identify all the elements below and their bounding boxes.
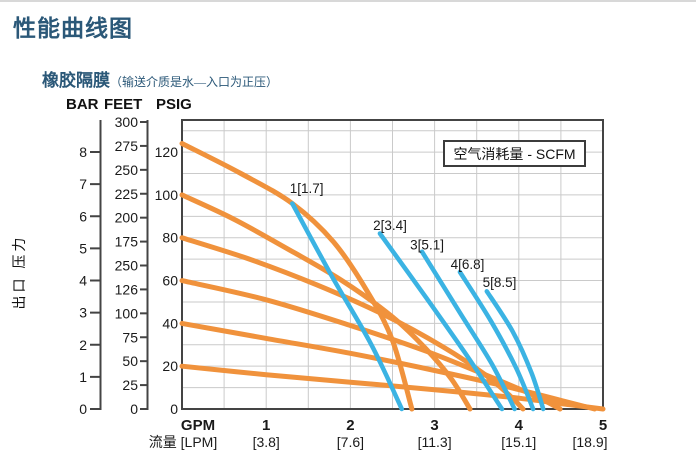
- gpm-axis-label: GPM: [181, 417, 215, 434]
- feet-tick-label: 25: [122, 377, 138, 393]
- feet-tick-label: 250: [115, 162, 139, 178]
- psig-tick-label: 20: [162, 358, 178, 374]
- gpm-tick-label: 5: [599, 417, 607, 434]
- feet-tick-label: 225: [115, 186, 139, 202]
- bar-tick-label: 1: [79, 369, 87, 385]
- bar-axis-header: BAR: [66, 96, 99, 113]
- feet-tick-label: 0: [130, 401, 138, 417]
- bar-tick-label: 7: [79, 176, 87, 192]
- feet-tick-label: 250: [115, 258, 139, 274]
- air-consumption-3-scfm-label: 3[5.1]: [410, 238, 444, 253]
- bar-tick-label: 3: [79, 305, 87, 321]
- air-consumption-4-scfm: [457, 269, 536, 412]
- lpm-axis-label: 流量 [LPM]: [149, 434, 217, 450]
- psig-tick-label: 0: [170, 401, 178, 417]
- top-divider: [0, 0, 696, 2]
- gpm-tick-label: 2: [346, 417, 354, 434]
- lpm-tick-label: [18.9]: [572, 434, 607, 450]
- psig-axis-header: PSIG: [156, 96, 192, 113]
- air-consumption-3-scfm: [419, 249, 517, 412]
- feet-tick-label: 300: [115, 114, 139, 130]
- feet-tick-label: 126: [115, 281, 139, 297]
- bar-tick-label: 6: [79, 208, 87, 224]
- gpm-tick-label: 4: [515, 417, 524, 434]
- air-consumption-2-scfm: [377, 231, 505, 412]
- lpm-tick-label: [15.1]: [501, 434, 536, 450]
- lpm-tick-label: [3.8]: [253, 434, 280, 450]
- feet-tick-label: 175: [115, 234, 139, 250]
- psig-tick-label: 100: [155, 187, 179, 203]
- feet-axis-header: FEET: [104, 96, 143, 113]
- gpm-tick-label: 1: [262, 417, 270, 434]
- legend-box: 空气消耗量 - SCFM: [443, 140, 586, 167]
- psig-tick-label: 80: [162, 230, 178, 246]
- air-consumption-4-scfm-label: 4[6.8]: [451, 257, 485, 272]
- psig-tick-label: 40: [162, 315, 178, 331]
- condition-note: （输送介质是水—入口为正压）: [110, 75, 279, 89]
- diaphragm-type-label: 橡胶隔膜: [42, 71, 110, 90]
- gpm-tick-label: 3: [430, 417, 438, 434]
- bar-tick-label: 0: [79, 401, 87, 417]
- plot-border: [181, 119, 604, 410]
- air-consumption-2-scfm-label: 2[3.4]: [373, 218, 407, 233]
- feet-tick-label: 200: [115, 210, 139, 226]
- water-curve-20psi: [179, 363, 606, 412]
- feet-tick-label: 75: [122, 329, 138, 345]
- chart-subtitle: 橡胶隔膜（输送介质是水—入口为正压）: [42, 66, 278, 91]
- air-consumption-5-scfm: [484, 289, 546, 412]
- air-consumption-1-scfm-label: 1[1.7]: [290, 181, 324, 196]
- psig-tick-label: 60: [162, 273, 178, 289]
- legend-label: 空气消耗量 - SCFM: [453, 145, 576, 162]
- page-title: 性能曲线图: [13, 16, 133, 41]
- air-consumption-5-scfm-label: 5[8.5]: [483, 275, 517, 290]
- air-consumption-1-scfm: [290, 201, 405, 412]
- lpm-tick-label: [7.6]: [337, 434, 364, 450]
- bar-tick-label: 5: [79, 240, 87, 256]
- feet-tick-label: 100: [115, 305, 139, 321]
- psig-tick-label: 120: [155, 144, 179, 160]
- lpm-tick-label: [11.3]: [418, 434, 452, 450]
- bar-tick-label: 8: [79, 144, 87, 160]
- bar-tick-label: 4: [79, 273, 87, 289]
- water-curve-40psi: [179, 320, 598, 412]
- feet-tick-label: 275: [115, 138, 139, 154]
- bar-tick-label: 2: [79, 337, 87, 353]
- feet-tick-label: 50: [122, 353, 138, 369]
